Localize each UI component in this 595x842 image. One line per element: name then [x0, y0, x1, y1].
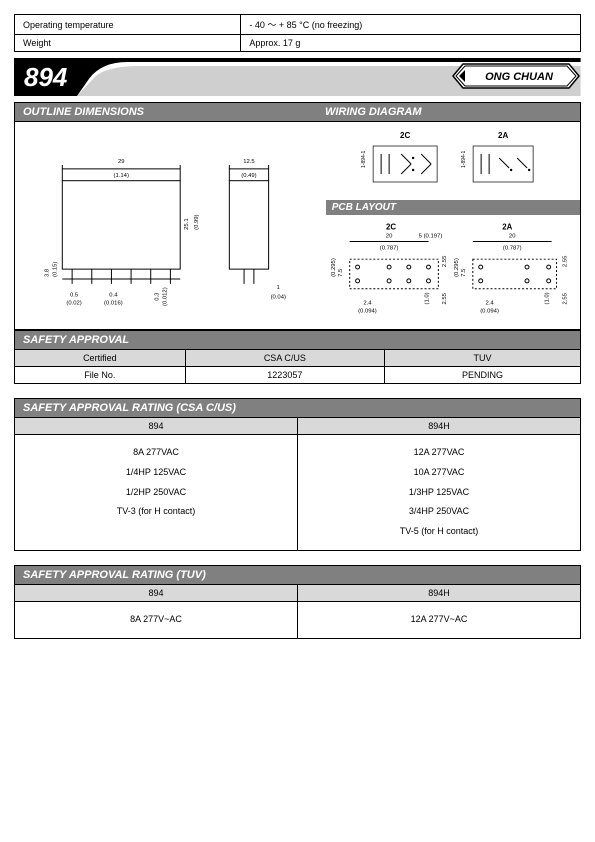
pcb-diagram: 2C 2A 20 (0.787) 5 (0.197) 7.5 (0.295) 2…: [326, 215, 580, 329]
tuv-col: 894H: [298, 584, 581, 601]
svg-text:29: 29: [118, 159, 125, 165]
svg-text:(0.99): (0.99): [194, 214, 200, 229]
csa-left-cell: 8A 277VAC 1/4HP 125VAC 1/2HP 250VAC TV-3…: [15, 435, 298, 551]
svg-text:(0.295): (0.295): [331, 258, 337, 277]
svg-text:(1.0): (1.0): [544, 292, 550, 304]
safety-cell: File No.: [15, 367, 186, 384]
svg-text:2.4: 2.4: [363, 300, 372, 306]
section-title-csa: SAFETY APPROVAL RATING (CSA C/US): [15, 399, 581, 418]
svg-text:0.3: 0.3: [155, 292, 161, 301]
safety-col: CSA C/US: [185, 350, 384, 367]
csa-right-cell: 12A 277VAC 10A 277VAC 1/3HP 125VAC 3/4HP…: [298, 435, 581, 551]
spec-label: Operating temperature: [15, 15, 241, 35]
csa-rating-table: SAFETY APPROVAL RATING (CSA C/US) 894 89…: [14, 398, 581, 551]
svg-text:0.5: 0.5: [70, 293, 79, 299]
section-title-safety: SAFETY APPROVAL: [15, 331, 581, 350]
safety-cell: 1223057: [185, 367, 384, 384]
spec-table: Operating temperature - 40 ～ + 85 °C (no…: [14, 14, 581, 52]
svg-text:0.4: 0.4: [109, 293, 118, 299]
spec-value: - 40 ～ + 85 °C (no freezing): [241, 15, 581, 35]
safety-col: Certified: [15, 350, 186, 367]
svg-text:7.5: 7.5: [461, 268, 467, 277]
svg-text:(1.0): (1.0): [424, 292, 430, 304]
tuv-col: 894: [15, 584, 298, 601]
svg-text:(0.016): (0.016): [104, 300, 123, 306]
svg-text:(0.094): (0.094): [358, 308, 377, 314]
svg-text:1: 1: [276, 285, 279, 291]
spec-value: Approx. 17 g: [241, 35, 581, 52]
svg-text:1-894-1: 1-894-1: [461, 151, 467, 168]
brand-logo: ONG CHUAN: [451, 60, 581, 92]
svg-text:12.5: 12.5: [243, 159, 255, 165]
section-title-wiring: WIRING DIAGRAM: [325, 106, 422, 118]
svg-text:2.55: 2.55: [442, 255, 448, 267]
tuv-right-cell: 12A 277V~AC: [298, 601, 581, 638]
svg-text:(0.787): (0.787): [379, 245, 398, 251]
svg-text:5 (0.197): 5 (0.197): [418, 234, 442, 240]
svg-text:2.55: 2.55: [562, 255, 568, 267]
brand-text: ONG CHUAN: [485, 71, 554, 83]
svg-text:2C: 2C: [400, 131, 410, 140]
svg-text:(0.295): (0.295): [454, 258, 460, 277]
safety-col: TUV: [385, 350, 581, 367]
section-title-pcb: PCB LAYOUT: [326, 200, 580, 215]
tuv-rating-table: SAFETY APPROVAL RATING (TUV) 894 894H 8A…: [14, 565, 581, 639]
svg-text:(0.04): (0.04): [271, 295, 286, 301]
section-bar-outline-wiring: OUTLINE DIMENSIONS WIRING DIAGRAM: [14, 102, 581, 122]
diagram-region: 29 (1.14) 25.1 (0.99) 3.8 (0.15) 0.5 (0.…: [14, 122, 581, 330]
svg-text:(0.15): (0.15): [52, 262, 58, 277]
csa-col: 894H: [298, 418, 581, 435]
tuv-left-cell: 8A 277V~AC: [15, 601, 298, 638]
svg-text:2.4: 2.4: [485, 300, 494, 306]
outline-diagram: 29 (1.14) 25.1 (0.99) 3.8 (0.15) 0.5 (0.…: [15, 122, 326, 329]
svg-text:25.1: 25.1: [184, 218, 190, 229]
svg-text:(0.49): (0.49): [241, 173, 256, 179]
svg-text:20: 20: [509, 234, 516, 240]
svg-text:2.55: 2.55: [442, 292, 448, 304]
spec-label: Weight: [15, 35, 241, 52]
header-bar: 894 ONG CHUAN: [14, 58, 581, 96]
svg-text:2A: 2A: [498, 131, 508, 140]
svg-text:2.55: 2.55: [562, 292, 568, 304]
svg-text:(1.14): (1.14): [114, 173, 129, 179]
svg-text:3.8: 3.8: [45, 268, 51, 277]
csa-col: 894: [15, 418, 298, 435]
safety-approval-table: SAFETY APPROVAL Certified CSA C/US TUV F…: [14, 330, 581, 384]
svg-text:(0.012): (0.012): [162, 287, 168, 306]
svg-text:2C: 2C: [386, 223, 396, 232]
wiring-diagram: 2C 2A 1-894-1: [326, 122, 580, 200]
svg-text:2A: 2A: [502, 223, 512, 232]
model-number: 894: [14, 58, 77, 96]
svg-text:20: 20: [386, 234, 393, 240]
section-title-tuv: SAFETY APPROVAL RATING (TUV): [15, 565, 581, 584]
safety-cell: PENDING: [385, 367, 581, 384]
section-title-outline: OUTLINE DIMENSIONS: [23, 106, 325, 118]
svg-text:1-894-1: 1-894-1: [361, 151, 367, 168]
svg-text:(0.787): (0.787): [503, 245, 522, 251]
svg-text:(0.094): (0.094): [480, 308, 499, 314]
svg-text:(0.02): (0.02): [66, 300, 81, 306]
svg-text:7.5: 7.5: [338, 268, 344, 277]
